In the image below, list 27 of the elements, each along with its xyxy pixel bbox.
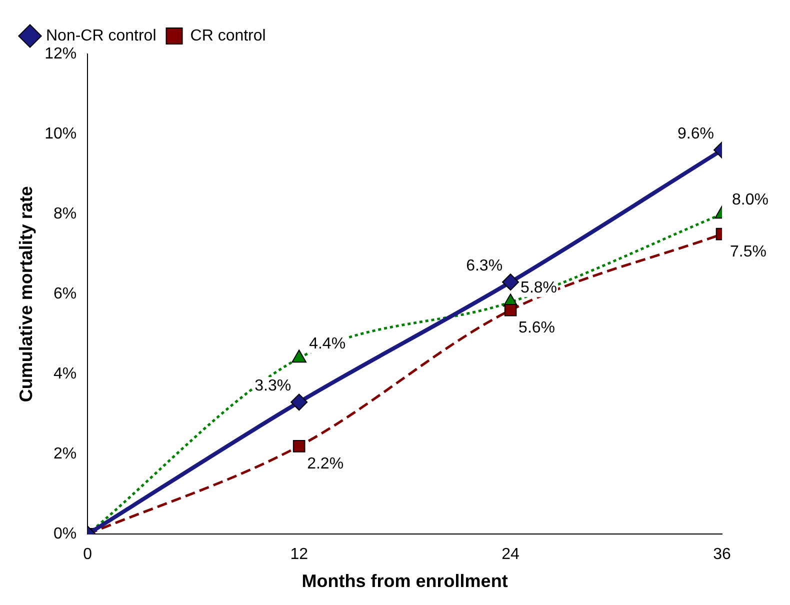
y-tick-label: 10%	[44, 125, 77, 142]
data-label: 8.0%	[732, 191, 768, 208]
data-label: 5.8%	[520, 280, 558, 297]
legend-label: CR control	[190, 27, 266, 44]
data-label: 2.2%	[307, 456, 344, 473]
y-tick-label: 12%	[44, 45, 77, 62]
point	[290, 394, 308, 411]
y-tick-label: 6%	[54, 286, 77, 303]
point	[292, 440, 306, 452]
y-tick-label: 0%	[54, 526, 77, 543]
x-axis-title: Months from enrollment	[302, 571, 508, 592]
x-tick-label: 36	[713, 546, 731, 564]
legend-label: Non-CR control	[46, 27, 156, 44]
y-tick-label: 8%	[54, 205, 77, 222]
data-label: 3.3%	[254, 378, 292, 395]
data-label: 7.5%	[730, 243, 766, 260]
y-tick-label: 2%	[54, 446, 77, 463]
y-axis-title: Cumulative mortality rate	[16, 186, 36, 402]
data-label: 9.6%	[678, 125, 714, 142]
point	[504, 304, 517, 316]
x-tick-label: 12	[290, 546, 308, 564]
x-tick-label: 0	[83, 546, 92, 564]
data-label: 4.4%	[309, 336, 346, 353]
data-label: 6.3%	[466, 258, 503, 274]
data-label: 5.6%	[518, 320, 556, 337]
x-tick-label: 24	[502, 546, 520, 564]
y-tick-label: 4%	[54, 366, 77, 383]
